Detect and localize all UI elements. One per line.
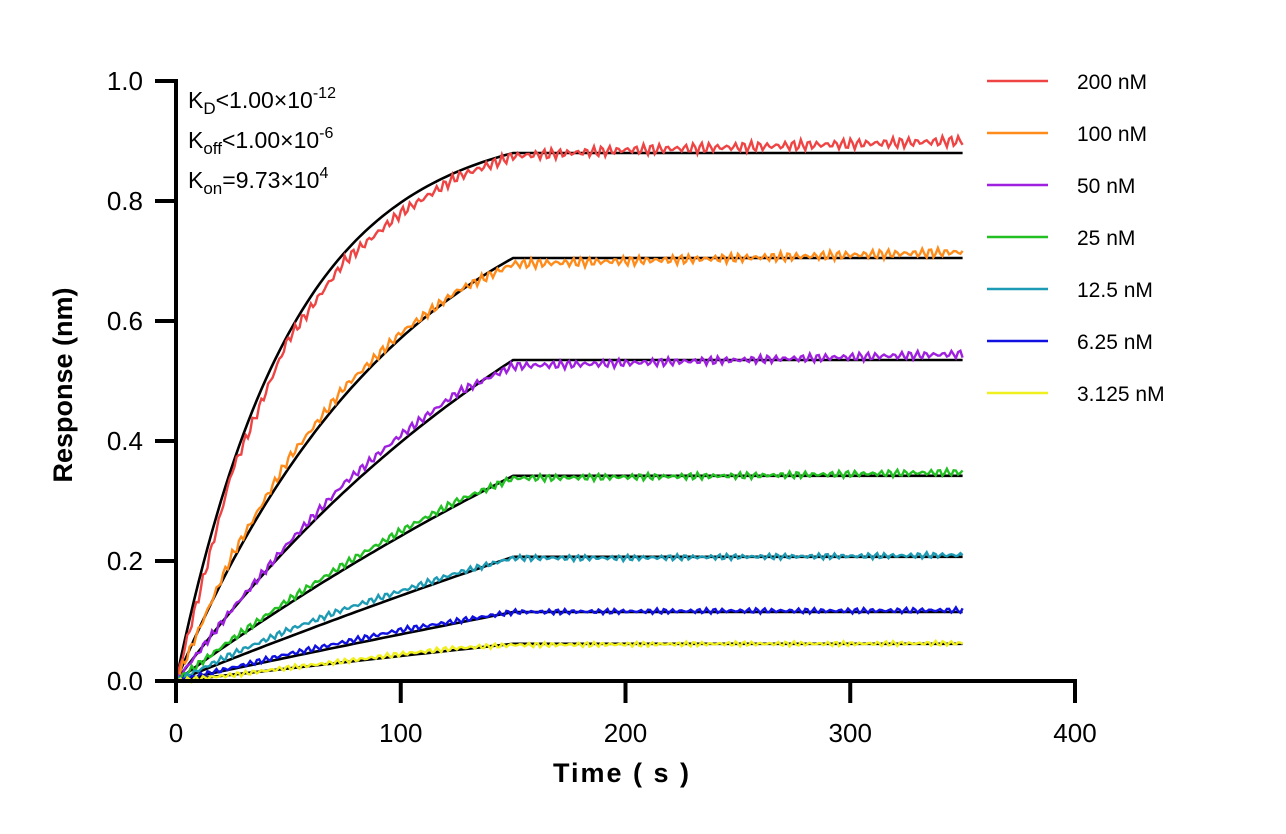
legend-label: 6.25 nM bbox=[1077, 331, 1153, 354]
y-tick-label: 0.0 bbox=[107, 666, 143, 696]
y-axis-label: Response (nm) bbox=[48, 287, 78, 482]
annotation-rel: <1.00×10 bbox=[216, 87, 313, 113]
annotation-rel: <1.00×10 bbox=[222, 127, 319, 153]
annotation-sup: -6 bbox=[319, 125, 333, 142]
x-tick-label: 0 bbox=[169, 718, 183, 748]
kinetic-constant-1: Koff<1.00×10-6 bbox=[188, 125, 333, 158]
series-line-1 bbox=[175, 244, 964, 683]
legend-item: 25 nM bbox=[987, 227, 1135, 250]
legend-item: 200 nM bbox=[987, 71, 1147, 94]
series-line-5 bbox=[175, 605, 964, 684]
fit-curves bbox=[174, 151, 963, 683]
annotation-main: K bbox=[188, 127, 204, 153]
legend-item: 12.5 nM bbox=[987, 279, 1153, 302]
fit-curve-6 bbox=[175, 642, 963, 683]
annotation-sub: D bbox=[203, 99, 215, 118]
kinetic-constant-2: Kon=9.73×104 bbox=[188, 165, 328, 198]
annotation-sup: 4 bbox=[319, 165, 328, 182]
annotation-rel: =9.73×10 bbox=[222, 167, 319, 193]
data-series bbox=[174, 132, 964, 685]
y-tick-label: 0.8 bbox=[107, 186, 143, 216]
y-tick-label: 0.4 bbox=[107, 426, 143, 456]
y-tick-label: 0.2 bbox=[107, 546, 143, 576]
ticks: 0 100 200 300 400 0.0 0.2 0.4 0.6 0.8 1.0 bbox=[107, 66, 1097, 748]
x-tick-label: 300 bbox=[829, 718, 872, 748]
x-tick-label: 400 bbox=[1053, 718, 1096, 748]
series-line-0 bbox=[174, 132, 964, 682]
annotation-main: K bbox=[188, 167, 204, 193]
fit-curve-4 bbox=[175, 555, 963, 683]
annotation-main: K bbox=[188, 87, 204, 113]
annotation-sub: off bbox=[203, 139, 222, 158]
kinetic-constant-0: KD<1.00×10-12 bbox=[188, 85, 336, 118]
annotation-sub: on bbox=[203, 179, 222, 198]
series-line-2 bbox=[174, 348, 964, 682]
fit-curve-0 bbox=[174, 151, 963, 682]
legend-item: 3.125 nM bbox=[987, 383, 1165, 406]
legend-item: 100 nM bbox=[987, 123, 1147, 146]
legend-label: 3.125 nM bbox=[1077, 383, 1165, 406]
legend-item: 50 nM bbox=[987, 175, 1135, 198]
x-axis-label: Time ( s ) bbox=[553, 758, 691, 788]
series-line-3 bbox=[175, 466, 964, 683]
legend-label: 12.5 nM bbox=[1077, 279, 1153, 302]
x-tick-label: 200 bbox=[604, 718, 647, 748]
legend-label: 50 nM bbox=[1077, 175, 1135, 198]
fit-curve-2 bbox=[174, 358, 963, 682]
legend-label: 200 nM bbox=[1077, 71, 1147, 94]
annotation-sup: -12 bbox=[313, 85, 336, 102]
series-line-4 bbox=[174, 549, 964, 684]
y-tick-label: 0.6 bbox=[107, 306, 143, 336]
fit-curve-5 bbox=[175, 610, 963, 683]
series-line-6 bbox=[175, 638, 964, 685]
legend: 200 nM 100 nM 50 nM 25 nM 12.5 nM 6.25 nM 3.12… bbox=[987, 71, 1165, 406]
legend-item: 6.25 nM bbox=[987, 331, 1153, 354]
fit-curve-3 bbox=[175, 474, 963, 683]
y-tick-label: 1.0 bbox=[107, 66, 143, 96]
legend-label: 25 nM bbox=[1077, 227, 1135, 250]
legend-label: 100 nM bbox=[1077, 123, 1147, 146]
x-tick-label: 100 bbox=[379, 718, 422, 748]
